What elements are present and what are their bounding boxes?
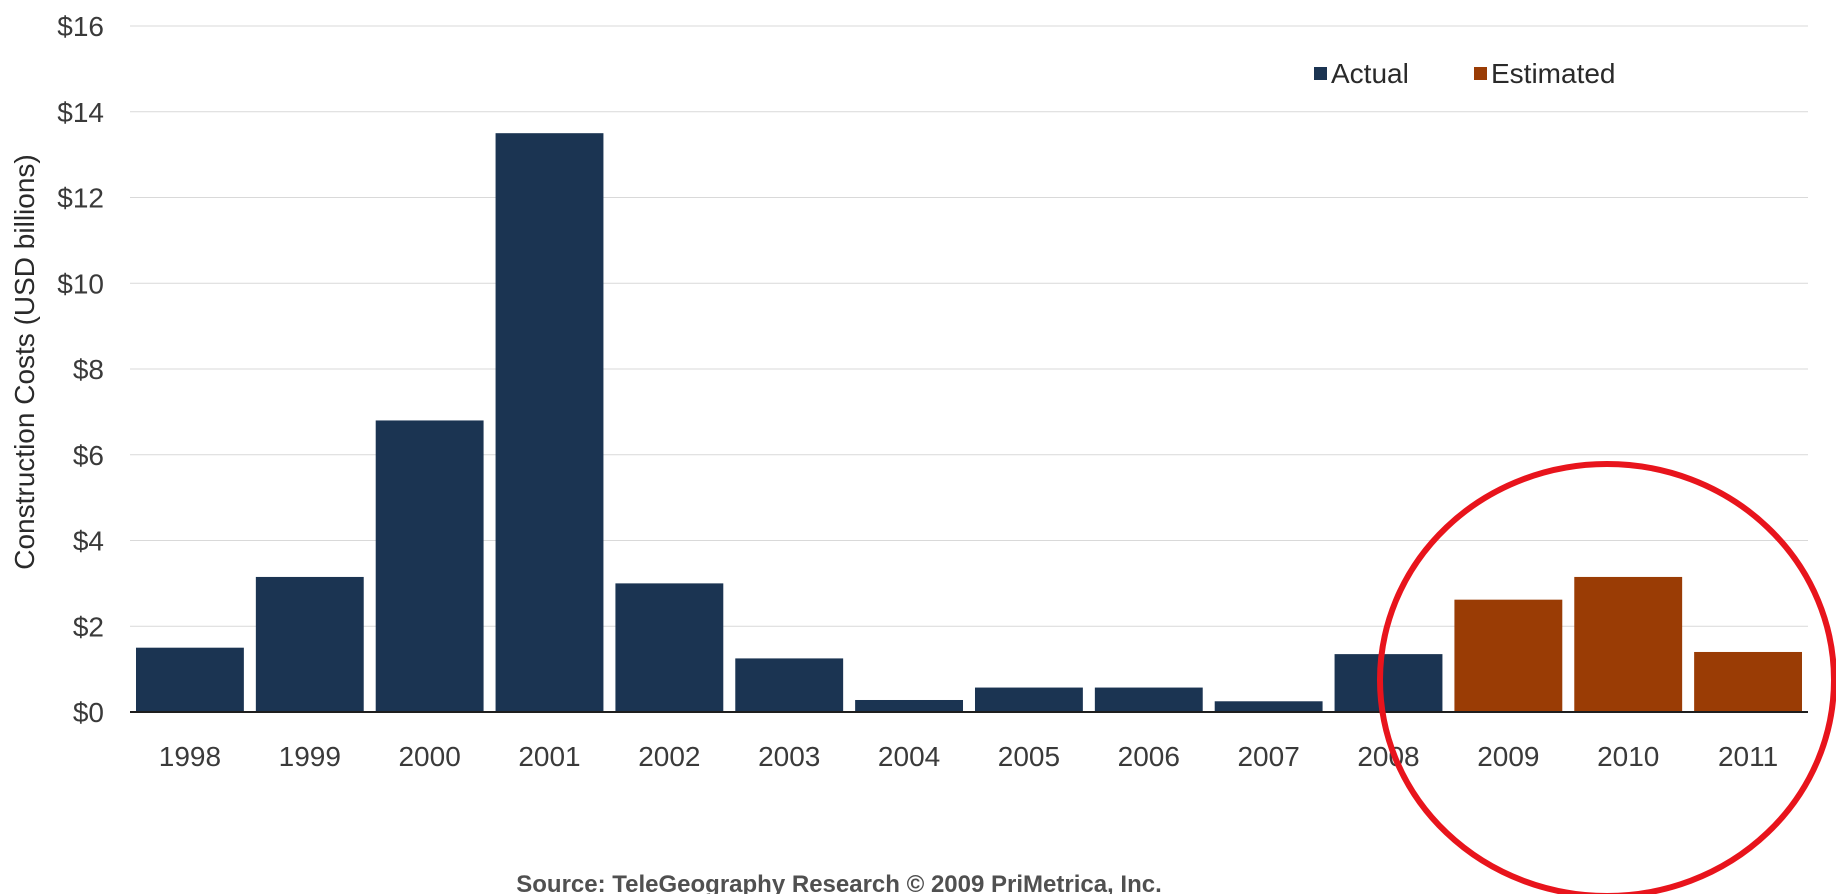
- x-tick-label: 2005: [998, 741, 1060, 772]
- x-tick-label: 1999: [279, 741, 341, 772]
- x-tick-label: 2000: [398, 741, 460, 772]
- x-tick-label: 2009: [1477, 741, 1539, 772]
- y-tick-label: $16: [57, 11, 104, 42]
- bar-actual-2005: [974, 687, 1083, 712]
- x-tick-label: 2001: [518, 741, 580, 772]
- y-tick-label: $12: [57, 183, 104, 214]
- bar-actual-2003: [735, 658, 844, 712]
- y-tick-label: $8: [73, 354, 104, 385]
- highlight-circle: [1377, 461, 1836, 894]
- y-tick-label: $14: [57, 97, 104, 128]
- bars: [135, 133, 1803, 712]
- x-tick-label: 2003: [758, 741, 820, 772]
- bar-estimated-2010: [1574, 576, 1683, 712]
- bar-actual-2002: [615, 583, 724, 712]
- tick-labels: $0 $2 $4 $6 $8 $10 $12 $14 $16 1998 1999 2000 2001 20…: [57, 11, 1778, 772]
- x-tick-label: 2004: [878, 741, 940, 772]
- bar-actual-2000: [375, 420, 484, 712]
- x-tick-label: 2006: [1118, 741, 1180, 772]
- bar-actual-2007: [1214, 701, 1323, 712]
- legend-swatch-estimated: [1474, 67, 1487, 80]
- bar-actual-1999: [255, 576, 364, 712]
- y-tick-label: $2: [73, 611, 104, 642]
- bar-actual-2008: [1334, 654, 1443, 712]
- source-note: Source: TeleGeography Research © 2009 Pr…: [516, 871, 1162, 894]
- bar-actual-2006: [1094, 687, 1203, 712]
- legend-swatch-actual: [1314, 67, 1327, 80]
- bar-estimated-2009: [1454, 599, 1563, 712]
- y-axis-label: Construction Costs (USD billions): [9, 154, 40, 569]
- legend-label-actual: Actual: [1331, 58, 1409, 89]
- y-tick-label: $0: [73, 697, 104, 728]
- y-tick-label: $6: [73, 440, 104, 471]
- bar-estimated-2011: [1694, 651, 1803, 712]
- bar-actual-2004: [855, 699, 964, 712]
- bar-actual-2001: [495, 133, 604, 712]
- x-tick-label: 2010: [1597, 741, 1659, 772]
- y-tick-label: $10: [57, 268, 104, 299]
- x-tick-label: 2002: [638, 741, 700, 772]
- legend-label-estimated: Estimated: [1491, 58, 1616, 89]
- annotations: [1377, 461, 1836, 894]
- y-tick-label: $4: [73, 526, 104, 557]
- x-tick-label: 1998: [159, 741, 221, 772]
- x-tick-label: 2007: [1237, 741, 1299, 772]
- x-tick-label: 2011: [1718, 741, 1778, 772]
- legend: Actual Estimated: [1314, 58, 1616, 89]
- bar-actual-1998: [135, 647, 244, 712]
